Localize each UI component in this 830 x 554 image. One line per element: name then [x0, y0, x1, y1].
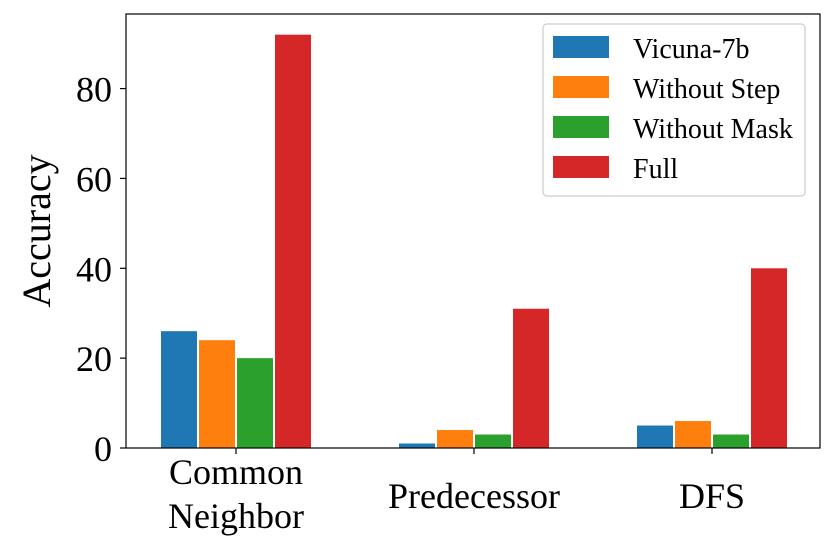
legend-label: Vicuna-7b: [633, 34, 750, 65]
plot-frame: [125, 13, 821, 449]
y-axis-label: Accuracy: [14, 154, 59, 307]
bar-without-mask-2: [713, 434, 749, 448]
x-tick-label: Common: [169, 452, 303, 492]
y-tick-label: 40: [76, 249, 112, 289]
bars-layer: [161, 34, 787, 449]
bar-without-step-2: [675, 421, 711, 448]
x-tick-label: Predecessor: [388, 476, 560, 516]
legend-swatch: [553, 76, 609, 98]
bar-vicuna-7b-0: [161, 331, 197, 448]
bar-full-2: [751, 268, 787, 448]
bar-vicuna-7b-2: [637, 425, 673, 448]
bar-without-mask-0: [237, 358, 273, 448]
bar-full-1: [513, 308, 549, 448]
y-tick-label: 80: [76, 70, 112, 110]
x-tick-label: Neighbor: [168, 496, 304, 536]
legend-label: Full: [633, 154, 678, 185]
bar-full-0: [275, 34, 311, 449]
legend-box: [542, 23, 806, 197]
legend-swatch: [553, 36, 609, 58]
y-tick-label: 60: [76, 159, 112, 199]
legend-label: Without Mask: [633, 114, 793, 145]
legend: Vicuna-7b Without Step Without Mask Full: [542, 23, 806, 197]
y-axis: 0 20 40 60 80: [76, 70, 126, 469]
bar-without-step-1: [437, 430, 473, 448]
legend-swatch: [553, 116, 609, 138]
legend-label: Without Step: [633, 74, 780, 105]
bar-without-step-0: [199, 340, 235, 448]
bar-vicuna-7b-1: [399, 443, 435, 448]
bar-without-mask-1: [475, 434, 511, 448]
x-tick-label: DFS: [679, 476, 745, 516]
y-tick-label: 20: [76, 339, 112, 379]
y-tick-label: 0: [94, 429, 112, 469]
legend-swatch: [553, 156, 609, 178]
